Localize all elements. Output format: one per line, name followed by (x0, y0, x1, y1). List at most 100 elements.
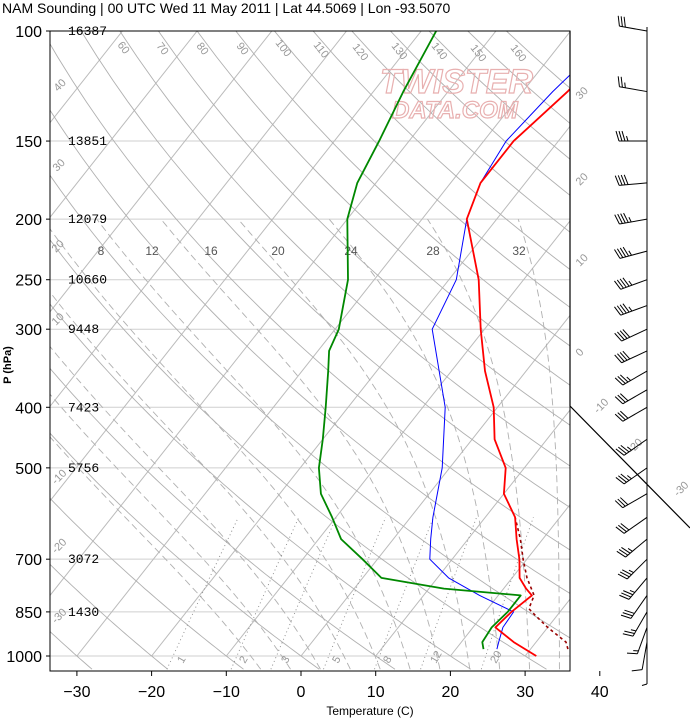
x-tick-label: 0 (297, 684, 306, 701)
wind-barb-flag (618, 548, 629, 556)
wind-barb-shaft (619, 25, 648, 32)
mixing-ratio-line (420, 517, 478, 670)
wind-barb-shaft (626, 558, 648, 580)
dry-adiabat-line (50, 563, 168, 670)
wind-barb-flag (618, 130, 623, 142)
wind-barb-half-flag (626, 135, 629, 142)
wind-barb-flag (617, 412, 626, 421)
moist-adiabat-line (50, 291, 351, 670)
wind-barb (614, 328, 648, 342)
wind-barb-flag (622, 246, 630, 257)
wind-barb (614, 493, 648, 509)
moist-adiabat-line (237, 218, 471, 670)
x-tick-label: 30 (516, 684, 534, 701)
wind-barb-shaft (619, 182, 648, 186)
wind-barb-flag (615, 130, 620, 142)
chart-title: NAM Sounding | 00 UTC Wed 11 May 2011 | … (2, 0, 451, 16)
wind-barb-flag (617, 394, 626, 403)
mixing-ratio-label: 8 (381, 654, 394, 665)
y-tick-label: 150 (15, 134, 42, 151)
height-label: 12079 (68, 212, 107, 227)
dry-adiabat-label: -20 (626, 436, 646, 456)
wind-barb (614, 350, 648, 364)
isotherm-line (50, 31, 347, 408)
dry-adiabat-label: 20 (574, 171, 591, 188)
mixing-ratio-label: 20 (488, 649, 505, 666)
wind-barb-shaft (622, 389, 648, 405)
plot-border (49, 30, 571, 672)
y-tick-label: 400 (15, 400, 42, 417)
wind-barb-flag (622, 277, 630, 287)
dry-adiabat-line (274, 31, 570, 308)
wind-barb (619, 577, 648, 600)
isotherm-label: 140 (429, 40, 450, 62)
wind-barb-flag (619, 594, 630, 600)
wind-barb-flag (620, 445, 630, 453)
wind-barb-flag (620, 614, 632, 619)
wind-barb-flag (622, 350, 631, 360)
wind-barb-flag (620, 393, 629, 402)
height-label: 3072 (68, 552, 99, 567)
dry-adiabat-line (50, 109, 570, 594)
dry-adiabat-line (196, 31, 570, 386)
wind-barb-flag (617, 498, 626, 507)
wind-barb-flag (620, 213, 626, 224)
wind-barb-shaft (630, 595, 648, 619)
wind-barb-flag (620, 497, 629, 506)
wind-barb (617, 76, 648, 93)
wind-barb (631, 641, 648, 672)
wind-barb-flag (620, 473, 630, 481)
wind-barb-flag (620, 523, 630, 531)
moist-adiabat-line (50, 228, 381, 670)
wind-barb-flag (615, 448, 625, 456)
wind-barb (614, 174, 648, 186)
height-label: 7423 (68, 400, 99, 415)
moist-adiabat-line (427, 218, 531, 670)
wind-barb (614, 212, 648, 225)
moist-adiabat-line (160, 218, 441, 670)
mixing-ratio-line (374, 517, 434, 670)
moist-adiabat-label: 8 (98, 244, 105, 258)
twisterdata-watermark: TWISTER DATA.COM (379, 62, 534, 124)
wind-barb-flag (617, 376, 626, 384)
wind-barb-flag (614, 332, 622, 342)
wind-barb-shaft (623, 467, 648, 485)
wind-barb-flag (621, 130, 626, 142)
wetbulb-profile (429, 74, 570, 650)
wind-barb-flag (623, 212, 629, 223)
wind-barb-flag (619, 352, 628, 361)
wind-barb-shaft (625, 538, 648, 558)
y-tick-label: 1000 (6, 649, 42, 666)
wind-barb-shaft (621, 350, 648, 364)
wind-barb-flag (619, 571, 630, 578)
mixing-ratio-label: 12 (428, 649, 445, 666)
wind-barb-shaft (622, 406, 648, 422)
wind-barb-half-flag (628, 250, 632, 256)
wind-barb-shaft (620, 305, 648, 316)
wind-barb-flag (614, 280, 622, 290)
dry-adiabat-label: 40 (52, 77, 69, 94)
temperature-profile (465, 87, 570, 657)
y-tick-label: 250 (15, 273, 42, 290)
dry-adiabat-line (50, 42, 570, 551)
wind-barb-flag (617, 573, 628, 580)
mixing-ratio-line (323, 517, 387, 670)
wind-barb (614, 389, 648, 405)
wind-barb-shaft (641, 641, 648, 670)
wind-barb-flag (618, 446, 627, 454)
wind-barb-flag (614, 249, 621, 259)
moist-adiabat-line (50, 393, 291, 670)
wind-barb-flag (620, 76, 623, 88)
chart-grid (50, 31, 570, 670)
x-tick-label: −20 (138, 684, 165, 701)
x-tick-label: 40 (591, 684, 609, 701)
chart-axes: Temperature (C) P (hPa) −30 −20 −10 0 10 20 30… (2, 24, 609, 718)
isotherm-line (524, 598, 570, 657)
wind-barb-half-flag (627, 446, 632, 451)
wind-barb-shaft (621, 328, 648, 342)
y-tick-label: 500 (15, 461, 42, 478)
wind-barb (615, 516, 648, 534)
isotherm-label: 130 (389, 40, 410, 62)
wind-barb-flag (623, 16, 626, 28)
